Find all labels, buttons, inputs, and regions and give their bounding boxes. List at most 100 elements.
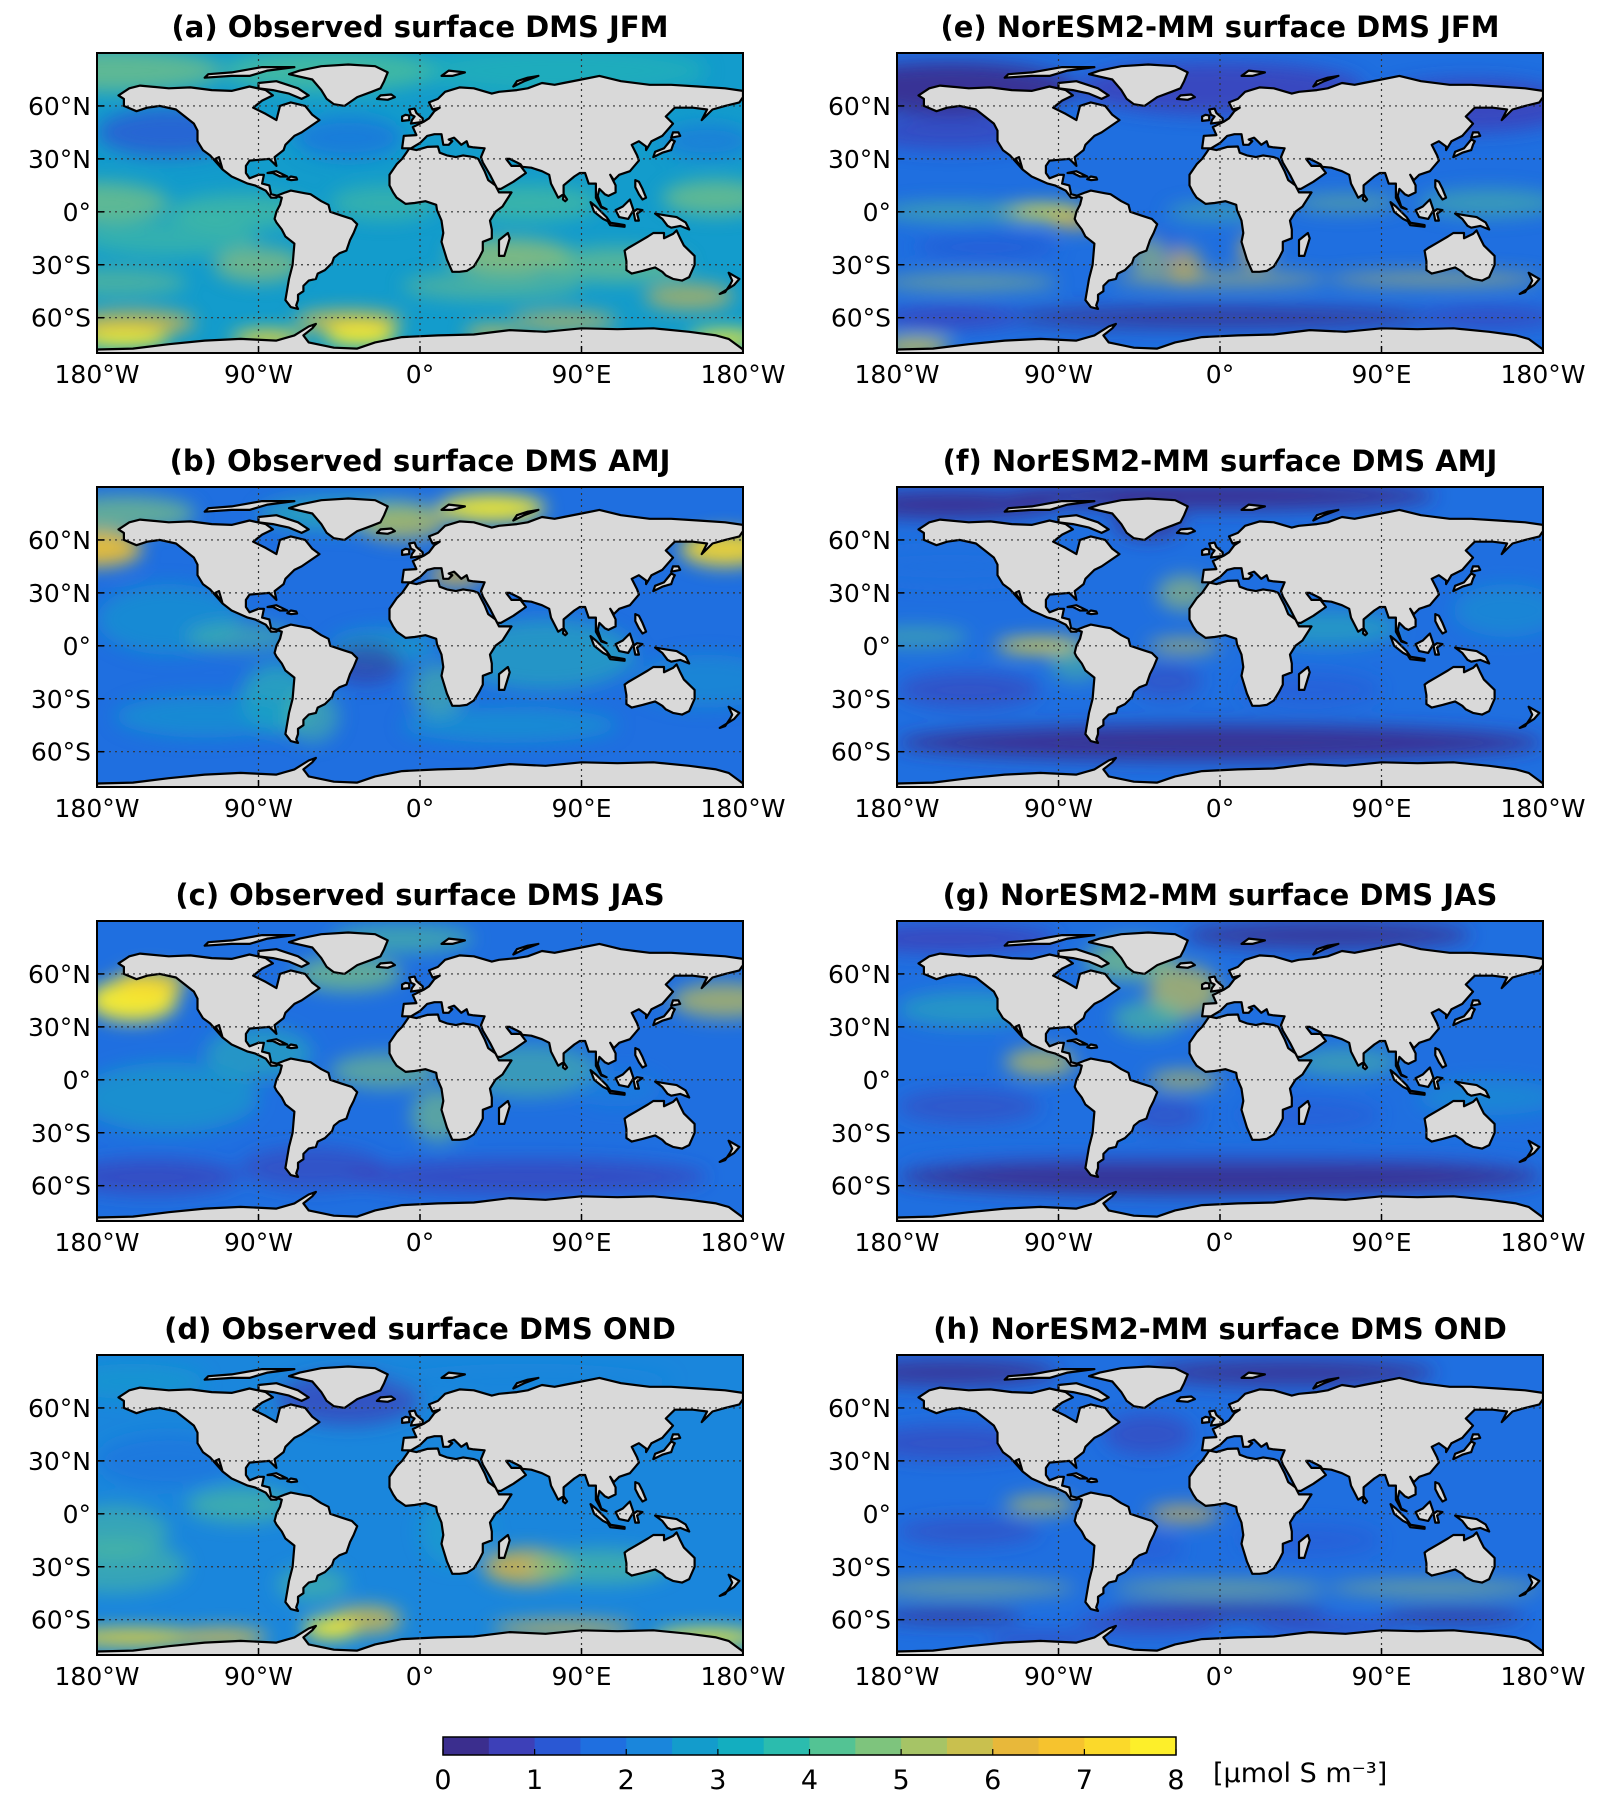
landmass: [117, 1386, 321, 1501]
landmass: [375, 961, 396, 969]
colorbar-tick-label: 5: [893, 1765, 910, 1796]
panel-title-a: (a) Observed surface DMS JFM: [172, 10, 669, 44]
landmass: [1175, 527, 1196, 535]
landmass: [614, 632, 635, 654]
map-panel-d: (d) Observed surface DMS OND 60°N 30°N 0° 30…: [28, 1312, 785, 1691]
gridlines-e: [897, 53, 1543, 353]
landmass: [1470, 999, 1482, 1007]
dms-field-patch: [97, 1505, 169, 1558]
dms-field-patch: [897, 1517, 1041, 1546]
landmasses-c: [97, 931, 743, 1221]
colorbar-tick-label: 8: [1167, 1765, 1184, 1796]
dms-field-patch: [97, 310, 196, 336]
landmass: [287, 1365, 389, 1409]
colorbar-cell: [1038, 1737, 1085, 1755]
dms-field-patch: [1076, 1612, 1220, 1634]
dms-field-patch: [1112, 1580, 1328, 1595]
landmass: [632, 1510, 644, 1524]
landmass: [614, 1066, 635, 1088]
lon-tick-label: 90°W: [1024, 360, 1093, 389]
landmass: [408, 107, 424, 125]
landmass: [401, 113, 411, 122]
landmass: [1423, 1531, 1496, 1584]
landmass: [1240, 937, 1266, 945]
dms-field-patch: [97, 220, 259, 256]
landmass: [97, 1190, 743, 1221]
landmass: [1086, 609, 1099, 616]
colorbar-cell: [901, 1737, 948, 1755]
dms-field-patch: [1255, 1619, 1400, 1634]
landmass: [497, 231, 511, 257]
landmass: [917, 84, 1121, 199]
landmass: [634, 1481, 648, 1503]
landmass: [257, 80, 310, 100]
lon-tick-label: 90°E: [551, 360, 611, 389]
landmass: [1452, 572, 1476, 593]
lat-tick-label: 30°N: [828, 1013, 891, 1042]
colorbar-cell: [534, 1737, 582, 1755]
landmass: [561, 1495, 569, 1505]
dms-field-patch: [97, 181, 169, 225]
landmass: [1208, 107, 1224, 125]
landmass: [266, 170, 289, 178]
landmass: [1414, 1500, 1435, 1522]
colorbar-cell: [717, 1737, 765, 1755]
lat-tick-label: 60°N: [828, 1394, 891, 1423]
landmass: [718, 705, 741, 729]
landmass: [440, 69, 466, 77]
colorbar-cell: [626, 1737, 673, 1755]
dms-field-patch: [240, 1146, 385, 1190]
dms-field-patch: [348, 1159, 708, 1195]
landmasses-e: [897, 63, 1543, 353]
lat-tick-label: 30°N: [28, 145, 91, 174]
landmass: [512, 1376, 540, 1390]
landmass: [1003, 1368, 1096, 1381]
lat-tick-label: 30°S: [831, 1119, 891, 1148]
lon-tick-label: 90°W: [1024, 794, 1093, 823]
dms-field-patch: [671, 982, 743, 1019]
colorbar-tick-label: 3: [709, 1765, 726, 1796]
dms-field-patch: [1327, 1580, 1543, 1595]
landmass: [1434, 1047, 1448, 1069]
lon-tick-label: 180°W: [1501, 1662, 1586, 1691]
dms-field-patch: [1112, 1000, 1185, 1036]
dms-field-patch: [509, 310, 618, 332]
colorbar-tick-label: 0: [434, 1765, 451, 1796]
lon-tick-label: 180°W: [855, 1662, 940, 1691]
colorbar-cell: [1084, 1737, 1131, 1755]
dms-field-patch: [294, 956, 403, 992]
landmass: [1312, 1376, 1340, 1390]
landmass: [497, 665, 511, 691]
landmass: [1432, 642, 1444, 656]
dms-field-patch: [1103, 1413, 1194, 1456]
landmass: [512, 508, 540, 522]
panel-title-h: (h) NorESM2-MM surface DMS OND: [933, 1312, 1507, 1346]
landmass: [401, 1376, 743, 1513]
landmass: [897, 1190, 1543, 1221]
landmass: [1312, 74, 1340, 88]
landmass: [1452, 1006, 1476, 1027]
lat-tick-label: 30°S: [831, 1553, 891, 1582]
landmass: [266, 1038, 289, 1046]
colorbar-frame: [442, 1736, 1177, 1756]
landmass: [1432, 1510, 1444, 1524]
landmass: [497, 1099, 511, 1125]
lon-tick-label: 90°E: [551, 794, 611, 823]
dms-field-patch: [897, 672, 1041, 708]
lon-tick-label: 180°W: [701, 1662, 786, 1691]
landmass: [1454, 646, 1491, 665]
landmass: [1201, 1376, 1543, 1513]
landmass: [1452, 138, 1476, 159]
landmass: [1423, 229, 1496, 282]
landmass: [203, 1368, 296, 1381]
lon-tick-label: 180°W: [855, 360, 940, 389]
gridlines-g: [897, 921, 1543, 1221]
gridlines-h: [897, 1355, 1543, 1655]
colorbar-unit-label: [μmol S m⁻³]: [1213, 1758, 1387, 1789]
landmass: [652, 1006, 676, 1027]
landmass: [917, 952, 1121, 1067]
landmass: [654, 1080, 691, 1099]
landmass: [273, 1057, 359, 1178]
dms-field-patch: [897, 1088, 1041, 1124]
